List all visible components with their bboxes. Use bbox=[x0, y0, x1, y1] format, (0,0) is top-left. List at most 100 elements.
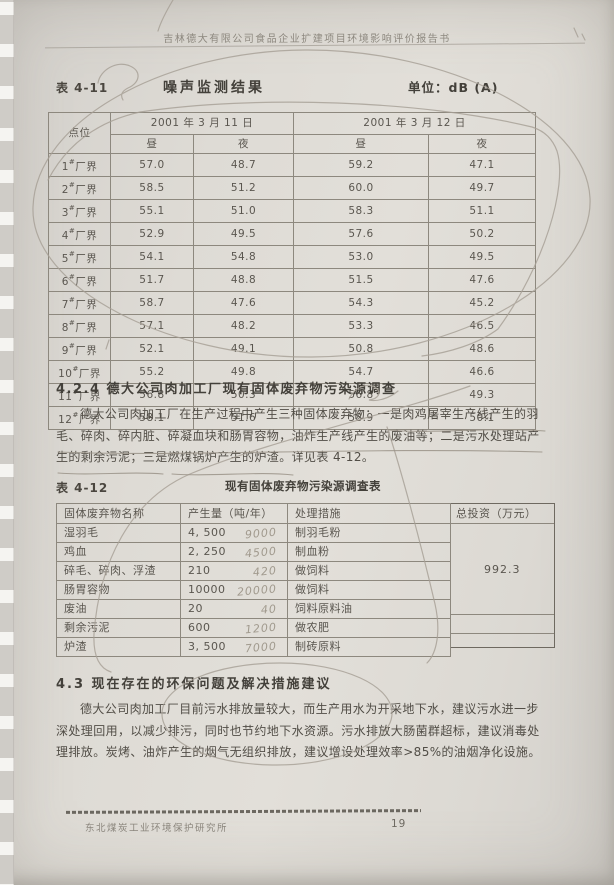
total-investment-value: 992.3 bbox=[451, 524, 554, 615]
value-cell: 59.2 bbox=[293, 153, 430, 177]
measure-cell: 制羽毛粉 bbox=[287, 523, 451, 543]
handwritten-correction: 20000 bbox=[236, 582, 278, 599]
value-cell: 57.1 bbox=[110, 314, 194, 338]
measure-cell: 制血粉 bbox=[287, 542, 451, 562]
amount-cell: 600 1200 bbox=[180, 618, 288, 638]
value-cell: 54.3 bbox=[293, 291, 430, 315]
value-cell: 49.5 bbox=[428, 245, 537, 269]
value-cell: 51.1 bbox=[428, 199, 537, 223]
table-row: 鸡血 2, 250 4500 制血粉 bbox=[56, 542, 451, 562]
table-row: 3#厂界 55.1 51.0 58.3 51.1 bbox=[48, 199, 537, 223]
amount-cell: 2, 250 4500 bbox=[180, 542, 288, 562]
col-header-measure: 处理措施 bbox=[287, 503, 451, 524]
value-cell: 58.3 bbox=[293, 199, 430, 223]
point-number-mark: # bbox=[72, 365, 79, 373]
value-cell: 50.8 bbox=[293, 337, 430, 361]
point-cell: 4#厂界 bbox=[48, 222, 111, 246]
investment-column: 总投资（万元） 992.3 bbox=[451, 503, 555, 648]
value-cell: 49.8 bbox=[192, 360, 295, 384]
point-cell: 3#厂界 bbox=[48, 199, 111, 223]
paragraph-line: 理排放。炭烤、油炸产生的烟气无组织排放，建议增设处理效率>85%的油烟净化设施。 bbox=[56, 745, 541, 759]
value-cell: 50.2 bbox=[428, 222, 537, 246]
value-cell: 54.1 bbox=[110, 245, 194, 269]
table-row: 肠胃容物 10000 20000 做饲料 bbox=[56, 580, 451, 600]
value-cell: 46.6 bbox=[428, 360, 537, 384]
handwritten-correction: 40 bbox=[260, 602, 278, 617]
table-row: 碎毛、碎肉、浮渣 210 420 做饲料 bbox=[56, 561, 451, 581]
point-cell: 1#厂界 bbox=[48, 153, 111, 177]
point-cell: 5#厂界 bbox=[48, 245, 111, 269]
pencil-top-stroke bbox=[157, 0, 174, 32]
table-4-11-label: 表 4-11 bbox=[56, 81, 109, 95]
table-row: 8#厂界 57.1 48.2 53.3 46.5 bbox=[48, 314, 537, 338]
handwritten-correction: 1200 bbox=[244, 620, 278, 637]
table-row: 4#厂界 52.9 49.5 57.6 50.2 bbox=[48, 222, 537, 246]
table-row: 剩余污泥 600 1200 做农肥 bbox=[56, 618, 451, 638]
col-header-day-1: 昼 bbox=[110, 134, 194, 154]
handwritten-correction: 420 bbox=[252, 563, 278, 580]
measure-cell: 做饲料 bbox=[287, 561, 451, 581]
col-header-date1: 2001 年 3 月 11 日 bbox=[109, 112, 295, 135]
value-cell: 48.2 bbox=[192, 314, 295, 338]
waste-name-cell: 肠胃容物 bbox=[56, 580, 181, 600]
value-cell: 53.3 bbox=[293, 314, 430, 338]
table-row: 10#厂界 55.2 49.8 54.7 46.6 bbox=[48, 360, 537, 384]
point-cell: 2#厂界 bbox=[48, 176, 111, 200]
col-header-amount: 产生量（吨/年） bbox=[180, 503, 288, 524]
table-row: 湿羽毛 4, 500 9000 制羽毛粉 bbox=[56, 523, 451, 543]
value-cell: 48.7 bbox=[192, 153, 295, 177]
value-cell: 54.8 bbox=[192, 245, 295, 269]
measure-cell: 做农肥 bbox=[287, 618, 451, 638]
value-cell: 53.0 bbox=[293, 245, 430, 269]
waste-name-cell: 废油 bbox=[56, 599, 181, 619]
point-cell: 10#厂界 bbox=[48, 360, 111, 384]
value-cell: 57.0 bbox=[110, 153, 194, 177]
value-cell: 47.6 bbox=[192, 291, 295, 315]
amount-cell: 210 420 bbox=[180, 561, 288, 581]
table-4-11-unit: 单位：dB (A) bbox=[408, 80, 499, 95]
col-header-waste-name: 固体废弃物名称 bbox=[56, 503, 181, 524]
value-cell: 45.2 bbox=[428, 291, 537, 315]
value-cell: 51.0 bbox=[192, 199, 295, 223]
point-number-mark: # bbox=[72, 411, 79, 419]
paragraph-line: 德大公司肉加工厂目前污水排放量较大，而生产用水为开采地下水，建议污水进一步 bbox=[80, 702, 539, 716]
table-4-12-title: 现有固体废弃物污染源调查表 bbox=[225, 479, 381, 493]
paragraph-line: 生的剩余污泥；三是燃煤锅炉产生的炉渣。详见表 4-12。 bbox=[56, 450, 375, 464]
table-row: 9#厂界 52.1 49.1 50.8 48.6 bbox=[48, 337, 537, 361]
paragraph-line: 毛、碎肉、碎内脏、碎凝血块和肠胃容物，油炸生产线产生的废油等；二是污水处理站产 bbox=[56, 428, 540, 443]
table-row: 1#厂界 57.0 48.7 59.2 47.1 bbox=[48, 153, 537, 177]
col-header-point: 点位 bbox=[48, 112, 111, 154]
table-row: 废油 20 40 饲料原料油 bbox=[56, 599, 451, 619]
waste-name-cell: 鸡血 bbox=[56, 542, 181, 562]
value-cell: 51.7 bbox=[110, 268, 194, 292]
footer-organization: 东北煤炭工业环境保护研究所 bbox=[85, 823, 229, 834]
table-row: 5#厂界 54.1 54.8 53.0 49.5 bbox=[48, 245, 537, 269]
waste-name-cell: 炉渣 bbox=[56, 637, 181, 657]
point-cell: 7#厂界 bbox=[48, 291, 111, 315]
paragraph-line: 德大公司肉加工厂在生产过程中产生三种固体废弃物：一是肉鸡屠宰生产线产生的羽 bbox=[80, 407, 539, 421]
value-cell: 55.2 bbox=[110, 360, 194, 384]
value-cell: 49.7 bbox=[428, 176, 537, 200]
point-cell: 8#厂界 bbox=[48, 314, 111, 338]
table-4-11-title: 噪声监测结果 bbox=[163, 80, 265, 96]
value-cell: 51.2 bbox=[192, 176, 295, 200]
value-cell: 47.1 bbox=[428, 153, 537, 177]
binder-hole-strip bbox=[0, 0, 14, 885]
pencil-underline-3a bbox=[57, 472, 164, 475]
waste-name-cell: 湿羽毛 bbox=[56, 523, 181, 543]
value-cell: 46.5 bbox=[428, 314, 537, 338]
measure-cell: 制砖原料 bbox=[287, 637, 451, 657]
table-row: 2#厂界 58.5 51.2 60.0 49.7 bbox=[48, 176, 537, 200]
footer-rule bbox=[65, 809, 422, 814]
section-4-2-4-heading: 4.2.4 德大公司肉加工厂现有固体废弃物污染源调查 bbox=[56, 382, 397, 397]
col-header-night-1: 夜 bbox=[192, 134, 295, 154]
col-header-day-2: 昼 bbox=[293, 134, 430, 154]
handwritten-correction: 9000 bbox=[244, 525, 278, 542]
waste-name-cell: 碎毛、碎肉、浮渣 bbox=[56, 561, 181, 581]
running-header: 吉林德大有限公司食品企业扩建项目环境影响评价报告书 bbox=[163, 34, 451, 45]
value-cell: 52.9 bbox=[110, 222, 194, 246]
empty-cell bbox=[451, 615, 554, 634]
value-cell: 51.5 bbox=[293, 268, 430, 292]
value-cell: 58.7 bbox=[110, 291, 194, 315]
value-cell: 58.5 bbox=[110, 176, 194, 200]
